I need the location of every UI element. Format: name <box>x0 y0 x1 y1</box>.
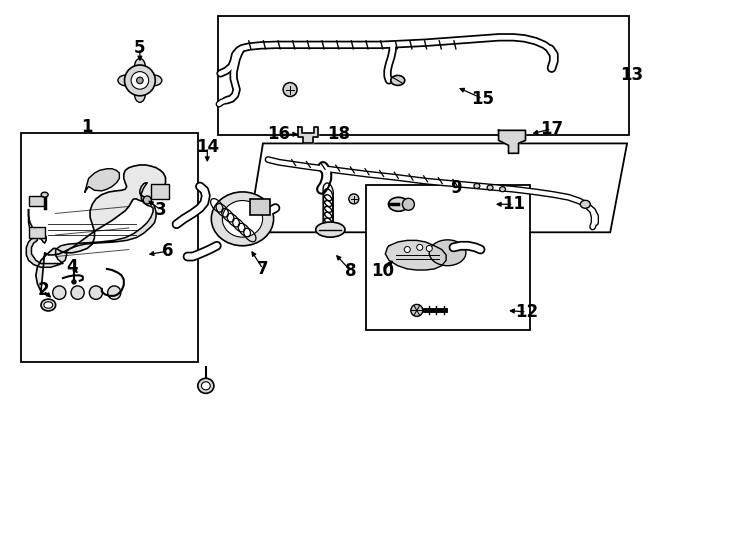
Ellipse shape <box>581 200 590 208</box>
Text: 6: 6 <box>162 242 173 260</box>
Circle shape <box>404 247 410 253</box>
Ellipse shape <box>402 198 415 210</box>
Ellipse shape <box>429 240 466 266</box>
Text: 14: 14 <box>196 138 219 156</box>
Ellipse shape <box>41 192 48 197</box>
Circle shape <box>411 305 423 316</box>
Ellipse shape <box>316 222 345 237</box>
Circle shape <box>417 245 423 251</box>
Ellipse shape <box>211 192 274 246</box>
Polygon shape <box>498 130 526 153</box>
Circle shape <box>426 246 432 252</box>
Polygon shape <box>26 183 156 267</box>
Circle shape <box>131 72 149 89</box>
Text: 18: 18 <box>327 125 351 143</box>
Ellipse shape <box>108 286 121 299</box>
Ellipse shape <box>487 185 493 190</box>
Ellipse shape <box>90 286 103 299</box>
Text: 10: 10 <box>371 262 395 280</box>
Ellipse shape <box>222 200 263 237</box>
Ellipse shape <box>71 286 84 299</box>
Ellipse shape <box>118 75 136 86</box>
Text: 11: 11 <box>502 195 525 213</box>
Polygon shape <box>85 168 120 192</box>
Ellipse shape <box>201 382 210 390</box>
Ellipse shape <box>500 187 506 192</box>
Text: 16: 16 <box>268 125 291 143</box>
Text: 15: 15 <box>471 90 494 107</box>
Ellipse shape <box>143 196 151 204</box>
Text: 7: 7 <box>257 260 269 278</box>
Text: 5: 5 <box>134 39 145 57</box>
Polygon shape <box>299 127 319 143</box>
Polygon shape <box>36 165 166 292</box>
Ellipse shape <box>44 302 53 308</box>
Bar <box>217 16 629 136</box>
Ellipse shape <box>145 75 162 86</box>
Ellipse shape <box>474 184 480 188</box>
Text: 3: 3 <box>155 201 166 219</box>
Circle shape <box>137 77 143 84</box>
Bar <box>151 184 170 199</box>
Bar <box>29 195 45 206</box>
Ellipse shape <box>134 85 145 103</box>
Text: 8: 8 <box>345 262 357 280</box>
Polygon shape <box>248 144 627 232</box>
Circle shape <box>349 194 359 204</box>
Circle shape <box>125 65 156 96</box>
Text: 12: 12 <box>515 303 538 321</box>
Polygon shape <box>385 240 446 270</box>
Ellipse shape <box>53 286 66 299</box>
Bar <box>366 185 531 330</box>
Bar <box>250 199 270 215</box>
Text: 17: 17 <box>540 120 563 138</box>
Text: 4: 4 <box>67 258 79 276</box>
Ellipse shape <box>197 378 214 393</box>
Text: 9: 9 <box>451 179 462 197</box>
Text: 13: 13 <box>621 66 644 84</box>
Text: 1: 1 <box>81 118 93 136</box>
Ellipse shape <box>388 197 408 211</box>
Circle shape <box>72 280 76 284</box>
Bar <box>29 227 45 238</box>
Text: 2: 2 <box>37 281 49 300</box>
Ellipse shape <box>390 76 404 85</box>
Ellipse shape <box>41 299 56 311</box>
Circle shape <box>283 83 297 97</box>
Ellipse shape <box>134 58 145 76</box>
Bar <box>21 133 198 362</box>
